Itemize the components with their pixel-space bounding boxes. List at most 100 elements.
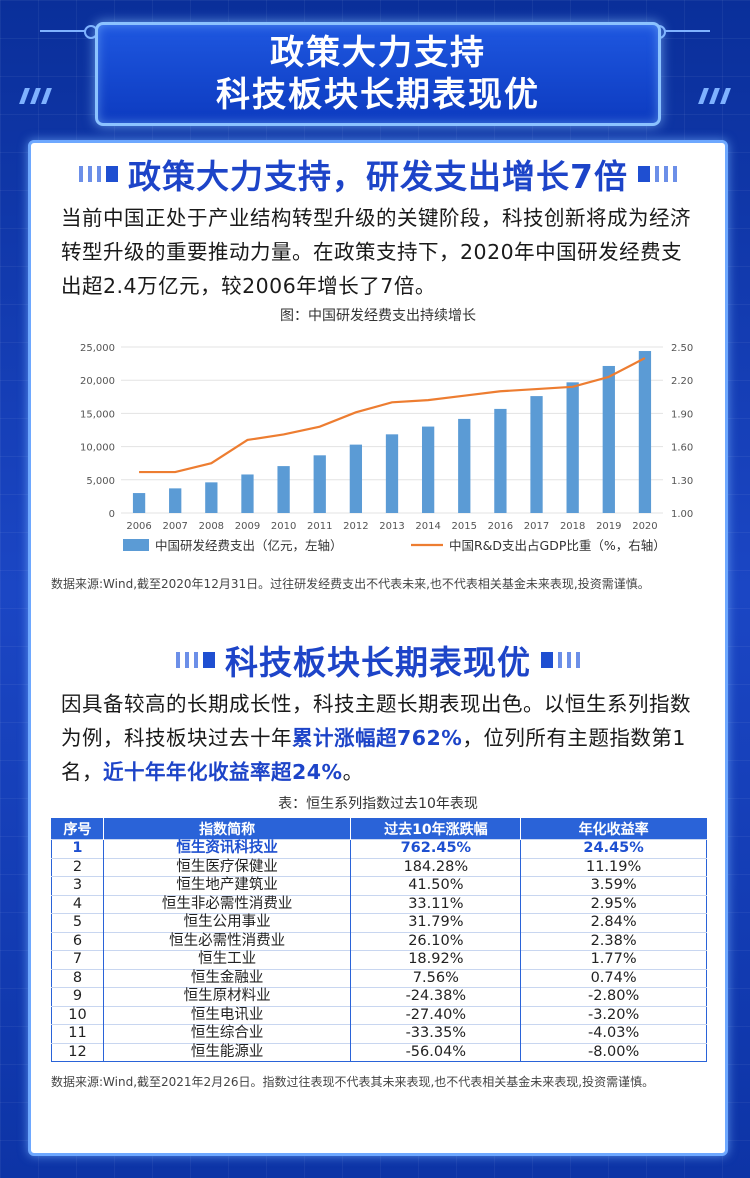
bar-rd-expenditure (205, 482, 218, 513)
chart-caption: 图：中国研发经费支出持续增长 (280, 308, 476, 324)
section1-paragraph: 当前中国正处于产业结构转型升级的关键阶段，科技创新将成为经济转型升级的重要推动力… (61, 206, 691, 298)
heading-decoration (541, 652, 580, 668)
x-axis-tick-label: 2007 (162, 521, 187, 532)
right-axis-tick-label: 1.90 (671, 409, 693, 420)
cell-no: 6 (51, 931, 104, 951)
section2-header: 科技板块长期表现优 (31, 635, 725, 685)
x-axis-tick-label: 2015 (452, 521, 477, 532)
cell-index-name: 恒生非必需性消费业 (102, 894, 351, 914)
cell-no: 9 (51, 987, 104, 1006)
section2-title: 科技板块长期表现优 (225, 643, 531, 682)
table-row: 11 恒生综合业 -33.35% -4.03% (51, 1024, 707, 1043)
cell-10y-change: -24.38% (350, 987, 521, 1006)
cell-annual-return: 0.74% (520, 968, 707, 988)
x-axis-tick-label: 2010 (271, 521, 296, 532)
heading-decoration (637, 166, 677, 182)
cell-no: 4 (51, 894, 104, 914)
cell-no: 7 (51, 950, 104, 969)
cell-no: 8 (51, 968, 104, 988)
decoration-line (664, 30, 710, 32)
cell-10y-change: 41.50% (350, 876, 521, 895)
table-row: 4 恒生非必需性消费业 33.11% 2.95% (51, 894, 707, 914)
cell-annual-return: 2.95% (520, 894, 707, 914)
x-axis-tick-label: 2012 (343, 521, 368, 532)
cell-annual-return: 2.38% (520, 931, 707, 951)
cell-no: 12 (51, 1042, 104, 1062)
cell-no: 2 (51, 857, 104, 877)
bar-rd-expenditure (494, 408, 507, 513)
chart-source-note: 数据来源:Wind,截至2020年12月31日。过往研发经费支出不代表未来,也不… (51, 577, 650, 591)
bar-rd-expenditure (530, 396, 543, 513)
rd-expenditure-chart: 0 5,000 10,000 15,000 20,000 25,000 1.00 1.30 1.… (80, 343, 693, 553)
cell-annual-return: 24.45% (520, 839, 707, 858)
bar-rd-expenditure (349, 444, 363, 513)
x-axis-tick-label: 2020 (632, 521, 657, 532)
header-index-name: 指数简称 (102, 818, 351, 840)
cell-index-name: 恒生原材料业 (102, 987, 351, 1006)
decoration-line (40, 30, 86, 32)
cell-index-name: 恒生资讯科技业 (102, 839, 351, 858)
decoration-ticks (19, 88, 52, 104)
section1-header: 政策大力支持，研发支出增长7倍 (31, 149, 725, 199)
cell-no: 3 (51, 876, 104, 895)
cell-10y-change: 7.56% (350, 968, 521, 988)
cell-index-name: 恒生能源业 (102, 1042, 351, 1062)
section2-text: 因具备较高的长期成长性，科技主题长期表现出色。以恒生系列指数为例，科技板块过去十… (61, 692, 691, 750)
bar-rd-expenditure (241, 474, 254, 513)
section2-paragraph: 因具备较高的长期成长性，科技主题长期表现出色。以恒生系列指数为例，科技板块过去十… (61, 687, 701, 789)
cell-annual-return: -8.00% (520, 1042, 707, 1062)
banner-title-line2: 科技板块长期表现优 (216, 75, 540, 115)
section2-text: 。 (342, 760, 364, 784)
cell-no: 5 (51, 913, 104, 932)
cell-10y-change: -27.40% (350, 1005, 521, 1025)
bar-rd-expenditure (169, 488, 182, 513)
right-axis-tick-label: 2.20 (671, 376, 693, 387)
x-axis-tick-label: 2017 (524, 521, 549, 532)
cell-10y-change: 26.10% (350, 931, 521, 951)
cell-annual-return: 3.59% (520, 876, 707, 895)
table-row: 5 恒生公用事业 31.79% 2.84% (51, 913, 707, 932)
right-axis-tick-label: 1.60 (671, 443, 693, 454)
cell-index-name: 恒生医疗保健业 (102, 857, 351, 877)
cell-index-name: 恒生电讯业 (102, 1005, 351, 1025)
cell-index-name: 恒生工业 (102, 950, 351, 969)
cell-10y-change: 33.11% (350, 894, 521, 914)
legend-bar-swatch (123, 539, 149, 551)
bar-rd-expenditure (421, 426, 435, 513)
legend-line-label: 中国R&D支出占GDP比重（%，右轴） (449, 538, 666, 553)
decoration-ticks (698, 88, 731, 104)
table-row: 3 恒生地产建筑业 41.50% 3.59% (51, 876, 707, 895)
table-row: 12 恒生能源业 -56.04% -8.00% (51, 1042, 707, 1062)
legend-bar-label: 中国研发经费支出（亿元，左轴） (155, 538, 343, 553)
cell-10y-change: 762.45% (350, 839, 521, 858)
table-row: 10 恒生电讯业 -27.40% -3.20% (51, 1005, 707, 1025)
bar-rd-expenditure (385, 434, 399, 513)
x-axis-tick-label: 2006 (126, 521, 151, 532)
header-no: 序号 (51, 818, 104, 840)
bar-rd-expenditure (313, 455, 326, 513)
left-axis-tick-label: 25,000 (80, 343, 115, 354)
left-axis-tick-label: 20,000 (80, 376, 115, 387)
cell-annual-return: -3.20% (520, 1005, 707, 1025)
x-axis-tick-label: 2016 (488, 521, 513, 532)
cell-no: 1 (51, 839, 104, 858)
bar-rd-expenditure (638, 351, 652, 513)
x-axis-tick-label: 2008 (199, 521, 224, 532)
highlight-cumulative: 累计涨幅超762% (292, 726, 463, 750)
bar-rd-expenditure (566, 382, 579, 513)
cell-no: 11 (51, 1024, 104, 1043)
cell-annual-return: -2.80% (520, 987, 707, 1006)
table-row: 1 恒生资讯科技业 762.45% 24.45% (51, 839, 707, 858)
title-banner: 政策大力支持 科技板块长期表现优 (95, 22, 661, 126)
table-row: 9 恒生原材料业 -24.38% -2.80% (51, 987, 707, 1006)
table-row: 6 恒生必需性消费业 26.10% 2.38% (51, 931, 707, 951)
right-axis-tick-label: 1.00 (671, 509, 693, 520)
cell-annual-return: 2.84% (520, 913, 707, 932)
table-source-note: 数据来源:Wind,截至2021年2月26日。指数过往表现不代表其未来表现,也不… (51, 1075, 655, 1089)
bar-rd-expenditure (277, 466, 290, 513)
cell-10y-change: -56.04% (350, 1042, 521, 1062)
heading-decoration (176, 652, 215, 668)
x-axis-tick-label: 2018 (560, 521, 585, 532)
section1-title: 政策大力支持，研发支出增长7倍 (128, 157, 628, 196)
cell-10y-change: 18.92% (350, 950, 521, 969)
